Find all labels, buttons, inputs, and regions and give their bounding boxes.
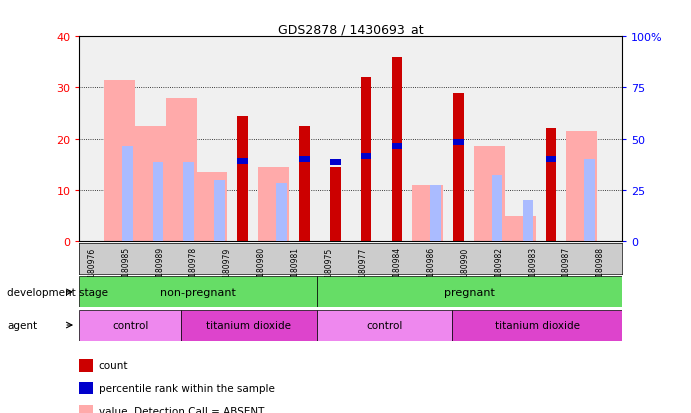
Bar <box>430 185 441 242</box>
Text: GSM180982: GSM180982 <box>494 247 503 293</box>
Text: control: control <box>112 320 149 330</box>
Text: titanium dioxide: titanium dioxide <box>495 320 580 330</box>
Text: GSM180976: GSM180976 <box>88 247 97 293</box>
Text: GSM180975: GSM180975 <box>325 247 334 293</box>
Bar <box>546 129 556 242</box>
Text: count: count <box>99 361 129 370</box>
FancyBboxPatch shape <box>181 310 316 341</box>
Text: GSM180977: GSM180977 <box>359 247 368 293</box>
Text: GSM180990: GSM180990 <box>460 247 469 293</box>
Bar <box>392 143 402 150</box>
Text: GSM180979: GSM180979 <box>223 247 232 293</box>
Bar <box>361 154 372 160</box>
Text: GSM180985: GSM180985 <box>122 247 131 293</box>
Bar <box>122 147 133 242</box>
FancyBboxPatch shape <box>316 277 622 308</box>
Bar <box>361 78 372 242</box>
Bar <box>79 382 93 394</box>
Text: GSM180988: GSM180988 <box>596 247 605 293</box>
Title: GDS2878 / 1430693_at: GDS2878 / 1430693_at <box>278 23 424 36</box>
Text: control: control <box>366 320 403 330</box>
Text: pregnant: pregnant <box>444 287 495 297</box>
Bar <box>505 216 536 242</box>
Text: value, Detection Call = ABSENT: value, Detection Call = ABSENT <box>99 406 264 413</box>
Bar <box>79 359 93 372</box>
Bar <box>453 93 464 242</box>
Bar <box>413 185 443 242</box>
Bar <box>474 147 505 242</box>
Bar <box>153 163 164 242</box>
Bar <box>392 57 402 242</box>
Bar <box>238 116 248 242</box>
Text: GSM180980: GSM180980 <box>257 247 266 293</box>
Text: percentile rank within the sample: percentile rank within the sample <box>99 383 275 393</box>
Bar <box>196 173 227 242</box>
Bar <box>166 98 196 242</box>
Text: GSM180984: GSM180984 <box>392 247 401 293</box>
Bar <box>453 140 464 145</box>
Bar <box>258 168 289 242</box>
Bar <box>184 163 194 242</box>
Text: GSM180989: GSM180989 <box>155 247 164 293</box>
Text: GSM180987: GSM180987 <box>562 247 571 293</box>
Bar <box>135 127 166 242</box>
Bar <box>238 159 248 165</box>
Text: development stage: development stage <box>7 287 108 297</box>
FancyBboxPatch shape <box>79 310 181 341</box>
Text: agent: agent <box>7 320 37 330</box>
Bar <box>79 405 93 413</box>
Bar <box>330 160 341 166</box>
Text: titanium dioxide: titanium dioxide <box>207 320 292 330</box>
Text: GSM180978: GSM180978 <box>189 247 198 293</box>
Text: GSM180983: GSM180983 <box>528 247 537 293</box>
Bar <box>492 175 502 242</box>
Bar <box>276 183 287 242</box>
Bar <box>299 127 310 242</box>
FancyBboxPatch shape <box>453 310 622 341</box>
Bar <box>584 160 595 242</box>
FancyBboxPatch shape <box>79 277 316 308</box>
Bar <box>330 168 341 242</box>
Bar <box>104 81 135 242</box>
Bar <box>299 157 310 163</box>
FancyBboxPatch shape <box>316 310 453 341</box>
Bar <box>522 201 533 242</box>
Text: non-pregnant: non-pregnant <box>160 287 236 297</box>
Bar <box>546 157 556 163</box>
Text: GSM180986: GSM180986 <box>426 247 435 293</box>
Text: GSM180981: GSM180981 <box>291 247 300 293</box>
Bar <box>567 132 597 242</box>
Bar <box>214 180 225 242</box>
